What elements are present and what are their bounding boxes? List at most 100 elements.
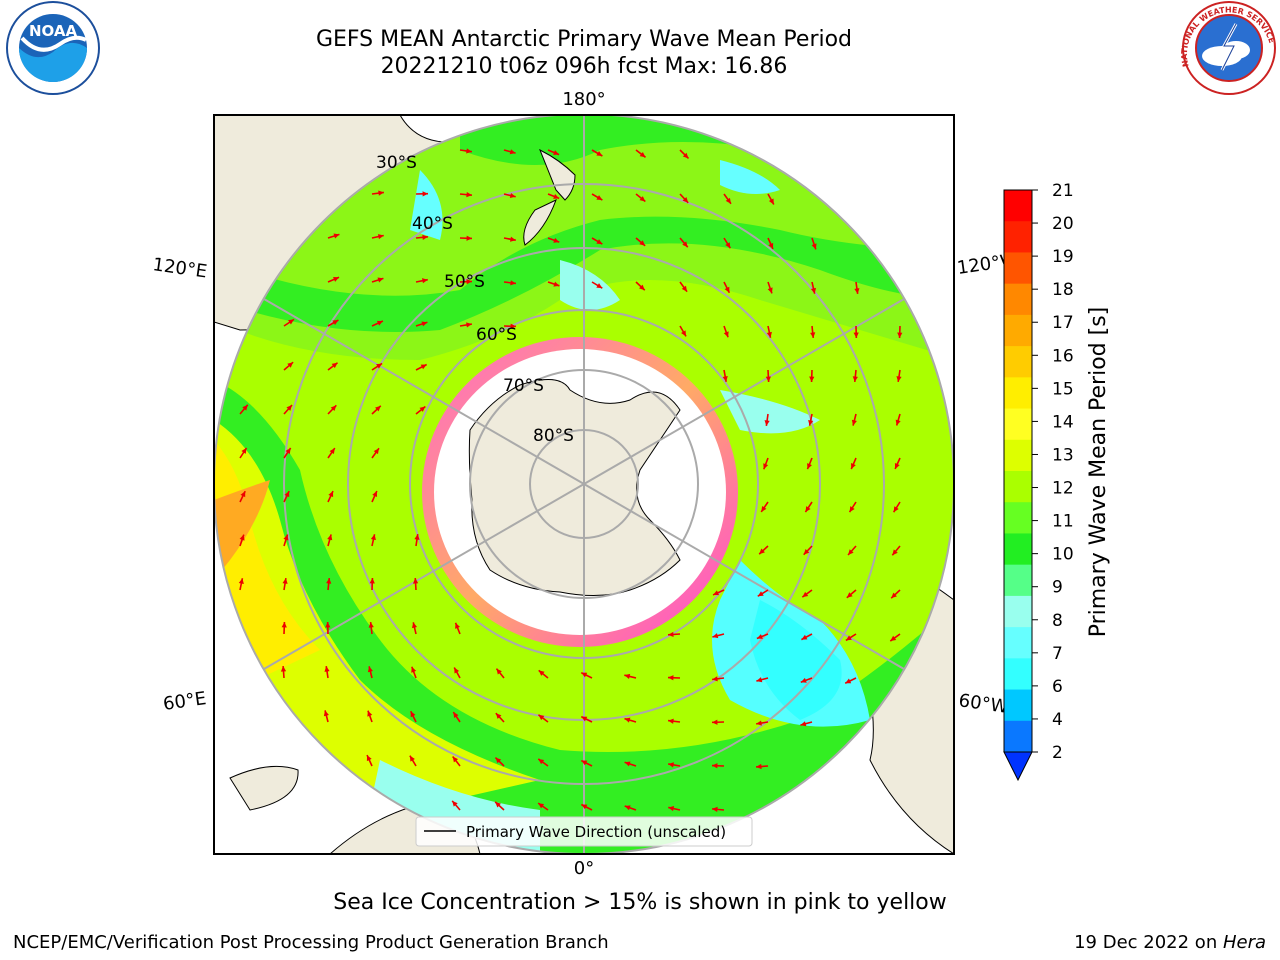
wave-arrow-head	[496, 668, 502, 675]
colorbar-tick-label: 11	[1052, 512, 1074, 532]
wave-arrow-head	[422, 191, 428, 197]
wave-arrow-head	[712, 806, 718, 812]
colorbar-swatch	[1004, 314, 1032, 347]
wave-arrow-head	[763, 463, 769, 470]
wave-arrow-head	[553, 237, 560, 243]
wave-arrow-head	[324, 666, 330, 672]
wave-arrow-head	[509, 192, 516, 199]
wave-arrow-head	[285, 448, 291, 454]
wave-arrow-head	[330, 405, 337, 412]
colorbar-tick-label: 17	[1052, 313, 1074, 333]
colorbar-extend-triangle	[1003, 751, 1033, 782]
wave-arrow-head	[368, 622, 374, 628]
wave-arrow-head	[807, 463, 812, 470]
wave-arrow-head	[724, 286, 730, 293]
wave-arrow-head	[639, 284, 645, 291]
colorbar-tick-label: 4	[1052, 710, 1063, 730]
lat-label-60s: 60°S	[476, 325, 517, 345]
wave-arrow-head	[373, 448, 379, 455]
wave-arrow-head	[453, 712, 459, 718]
wave-arrow-head	[329, 448, 335, 455]
graticule	[214, 115, 954, 854]
wave-arrow-head	[331, 362, 338, 369]
colorbar-swatch	[1004, 221, 1032, 253]
wave-arrow-head	[378, 190, 384, 196]
wave-arrow-head	[411, 622, 418, 629]
wave-arrow-head	[682, 152, 689, 159]
wave-arrow-head	[510, 323, 516, 329]
land-madagascar	[229, 765, 299, 811]
wave-arrow-head	[377, 234, 384, 240]
wave-arrow-head	[409, 755, 415, 762]
wave-arrow-head	[681, 285, 688, 292]
wave-arrow-head	[624, 717, 631, 723]
colorbar-swatch	[1004, 408, 1032, 441]
wave-arrow-head	[639, 240, 646, 246]
wave-arrow-head	[811, 243, 817, 250]
wave-arrow-head	[892, 549, 898, 556]
wave-arrow-head	[375, 405, 381, 412]
wave-arrow-head	[851, 419, 857, 426]
colorbar-swatch	[1004, 252, 1032, 285]
wave-arrow-head	[596, 151, 603, 157]
colorbar-tick-label: 9	[1052, 578, 1063, 598]
wave-arrow-head	[581, 672, 588, 678]
wave-arrow-head	[325, 622, 331, 628]
wave-arrow-head	[894, 462, 900, 469]
colorbar-swatch	[1004, 564, 1032, 597]
colorbar-swatch	[1004, 377, 1032, 410]
wave-arrow-head	[581, 716, 588, 722]
colorbar-swatch	[1004, 533, 1032, 566]
wave-arrow-head	[333, 233, 340, 239]
wave-arrow-head	[455, 622, 460, 629]
wave-arrow-head	[466, 279, 472, 285]
wave-arrow-head	[800, 677, 807, 683]
wave-arrow-head	[893, 506, 899, 513]
wave-arrow-head	[242, 404, 248, 411]
wave-arrow-head	[624, 761, 631, 767]
wave-arrow-head	[768, 242, 774, 249]
wave-arrow-head	[420, 364, 427, 370]
wave-arrow-head	[895, 419, 901, 426]
wave-arrow-head	[802, 591, 809, 598]
lon-label-0: 0°	[574, 858, 594, 879]
date-text: 19 Dec 2022 on	[1074, 932, 1223, 953]
wave-arrow-head	[466, 148, 472, 154]
wave-arrow-head	[765, 376, 771, 382]
wave-arrow-head	[897, 332, 903, 338]
wave-arrow-head	[376, 320, 383, 326]
wave-arrow-head	[668, 631, 674, 638]
colorbar-tick-label: 6	[1052, 677, 1063, 697]
wave-arrow-head	[466, 322, 472, 328]
wave-arrow-head	[581, 760, 588, 766]
lat-label-40s: 40°S	[412, 214, 453, 234]
wave-arrow-head	[326, 578, 332, 584]
wave-arrow-head	[890, 635, 897, 642]
wave-arrow-head	[495, 713, 502, 719]
wave-arrow-head	[712, 719, 718, 725]
colorbar-swatch	[1004, 283, 1032, 316]
wave-arrow-head	[853, 332, 859, 338]
wave-arrow-head	[510, 280, 516, 286]
colorbar-tick-label: 20	[1052, 214, 1074, 234]
colorbar-tick-label: 16	[1052, 346, 1074, 366]
colorbar-tick-label: 10	[1052, 545, 1074, 565]
colorbar-tick-label: 15	[1052, 379, 1074, 399]
colorbar-tick-label: 12	[1052, 479, 1074, 499]
wave-direction-arrows	[238, 148, 903, 812]
noaa-logo: NOAA	[6, 1, 100, 95]
wave-arrow-head	[510, 236, 516, 242]
wave-arrow-head	[553, 281, 560, 287]
wave-arrow-head	[538, 803, 545, 809]
wave-arrow-head	[581, 804, 588, 810]
wave-arrow-head	[852, 376, 858, 382]
wave-arrow-head	[466, 235, 472, 241]
wave-arrow-head	[810, 332, 816, 338]
wave-arrow-head	[367, 666, 373, 673]
lat-label-70s: 70°S	[503, 376, 544, 396]
wave-arrow-head	[333, 277, 340, 282]
wave-arrow-head	[421, 321, 428, 327]
wave-arrow-head	[328, 491, 334, 498]
wave-arrow-head	[712, 763, 718, 769]
wave-arrow-head	[369, 578, 375, 584]
